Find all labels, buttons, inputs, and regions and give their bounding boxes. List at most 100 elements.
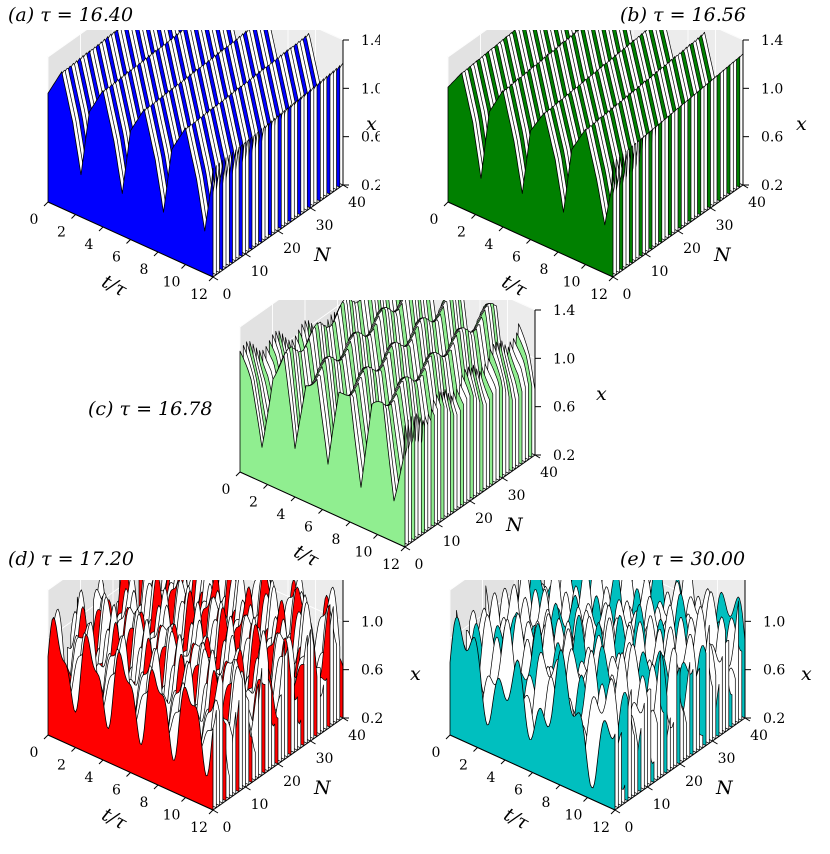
x-tick [400,546,406,552]
axes [443,39,749,282]
x-tick-label: 0 [222,482,231,498]
y-tick [469,500,476,505]
z-tick-label: 0.2 [361,178,380,194]
x-tick [526,239,531,244]
x-tick-label: 4 [485,237,494,253]
y-tick [310,207,316,212]
x-tick-label: 12 [382,557,400,570]
x-tick-label: 2 [57,225,66,241]
x-tick-label: 6 [512,250,521,266]
panel-a-plot: 0 2 4 6 8 10 12 0 10 20 30 400.2 0.6 1.0 1.4 t/τ Nx [30,30,380,300]
x-tick [208,276,214,282]
x-tick-label: 8 [332,532,341,548]
y-tick [212,809,219,814]
x-tick [181,264,186,269]
x-tick [610,809,616,815]
x-tick-label: 0 [430,212,439,228]
z-tick-label: 0.2 [553,448,575,464]
x-tick [345,521,351,527]
tick-labels: 0 2 4 6 8 10 12 0 10 20 30 400.2 0.6 1.0 1.4 [222,303,576,570]
x-tick [373,534,378,539]
y-tick [677,230,684,235]
y-tick-label: 10 [251,797,269,813]
tick-labels: 0 2 4 6 8 10 12 0 10 20 30 400.2 0.6 1.0 1.4 [432,580,786,836]
x-tick-label: 2 [57,758,66,774]
y-tick-label: 30 [718,751,736,767]
x-axis-label: t/τ [498,270,530,300]
x-tick [555,784,561,790]
z-tick-label: 0.2 [763,711,785,727]
y-tick-label: 20 [683,241,701,257]
y-tick-label: 40 [348,195,366,211]
x-tick-label: 6 [112,783,121,799]
y-tick [212,276,219,281]
panel-c-title: (c) τ = 16.78 [88,398,213,420]
y-tick-label: 0 [223,820,232,836]
x-tick [581,264,586,269]
axes [43,580,349,815]
front-slice-N0 [47,71,214,278]
axes [445,580,751,815]
y-tick [277,230,284,235]
x-tick-label: 2 [459,758,468,774]
z-tick-label: 1.4 [763,580,785,582]
z-axis-label: x [410,663,421,685]
y-tick-label: 0 [625,820,634,836]
y-tick-label: 20 [283,241,301,257]
panel-e-plot: 0 2 4 6 8 10 12 0 10 20 30 400.2 0.6 1.0 1.4 t/τ Nx [432,580,812,836]
x-tick [181,797,186,802]
x-axis-label: t/τ [290,540,322,570]
y-tick-label: 40 [348,728,366,744]
x-tick-label: 8 [140,795,149,811]
x-tick [583,797,588,802]
panel-b-title: (b) τ = 16.56 [620,4,746,26]
panel-b-plot: 0 2 4 6 8 10 12 0 10 20 30 400.2 0.6 1.0 1.4 t/τ Nx [430,30,807,300]
x-tick [126,772,131,777]
x-tick [153,251,159,257]
x-tick [608,276,614,282]
waterfall-slices [447,30,744,278]
y-tick-label: 0 [223,287,232,300]
x-tick-label: 4 [85,237,94,253]
y-tick-label: 20 [283,774,301,790]
y-tick [614,809,621,814]
front-slice-N0 [449,616,616,811]
x-tick [126,239,131,244]
y-tick-label: 10 [443,534,461,550]
waterfall-slices [47,30,344,278]
x-tick-label: 2 [457,225,466,241]
panel-c-plot: 0 2 4 6 8 10 12 0 10 20 30 400.2 0.6 1.0 1.4 t/τ Nx [222,300,607,570]
x-tick-label: 8 [540,262,549,278]
y-tick-label: 0 [415,557,424,570]
x-tick-label: 0 [30,745,39,761]
panel-e-title: (e) τ = 30.00 [620,548,746,570]
x-tick-label: 4 [85,770,94,786]
front-slice-N0 [447,72,614,278]
z-tick-label: 0.6 [763,663,785,679]
y-tick [245,253,251,258]
x-tick [471,214,476,219]
x-tick [235,471,241,477]
grid-line [47,580,132,639]
waterfall-slices [449,580,746,811]
z-tick-label: 1.0 [763,614,785,630]
x-tick [153,784,159,790]
x-tick [98,759,104,765]
tick-labels: 0 2 4 6 8 10 12 0 10 20 30 400.2 0.6 1.0 1.4 [30,33,380,300]
x-tick-label: 0 [30,212,39,228]
x-tick [528,772,533,777]
y-axis-label: N [313,244,332,266]
x-tick [71,747,76,752]
x-tick [553,251,559,257]
z-tick-label: 0.2 [761,178,783,194]
x-tick [98,226,104,232]
z-tick-label: 0.2 [361,711,383,727]
z-tick-label: 1.4 [553,303,575,319]
y-tick-label: 10 [653,797,671,813]
z-tick-label: 0.6 [761,130,783,146]
y-tick [612,276,619,281]
y-axis-label: N [505,514,524,536]
tick-labels: 0 2 4 6 8 10 12 0 10 20 30 400.2 0.6 1.0 1.4 [430,33,784,300]
z-tick-label: 1.0 [761,81,783,97]
